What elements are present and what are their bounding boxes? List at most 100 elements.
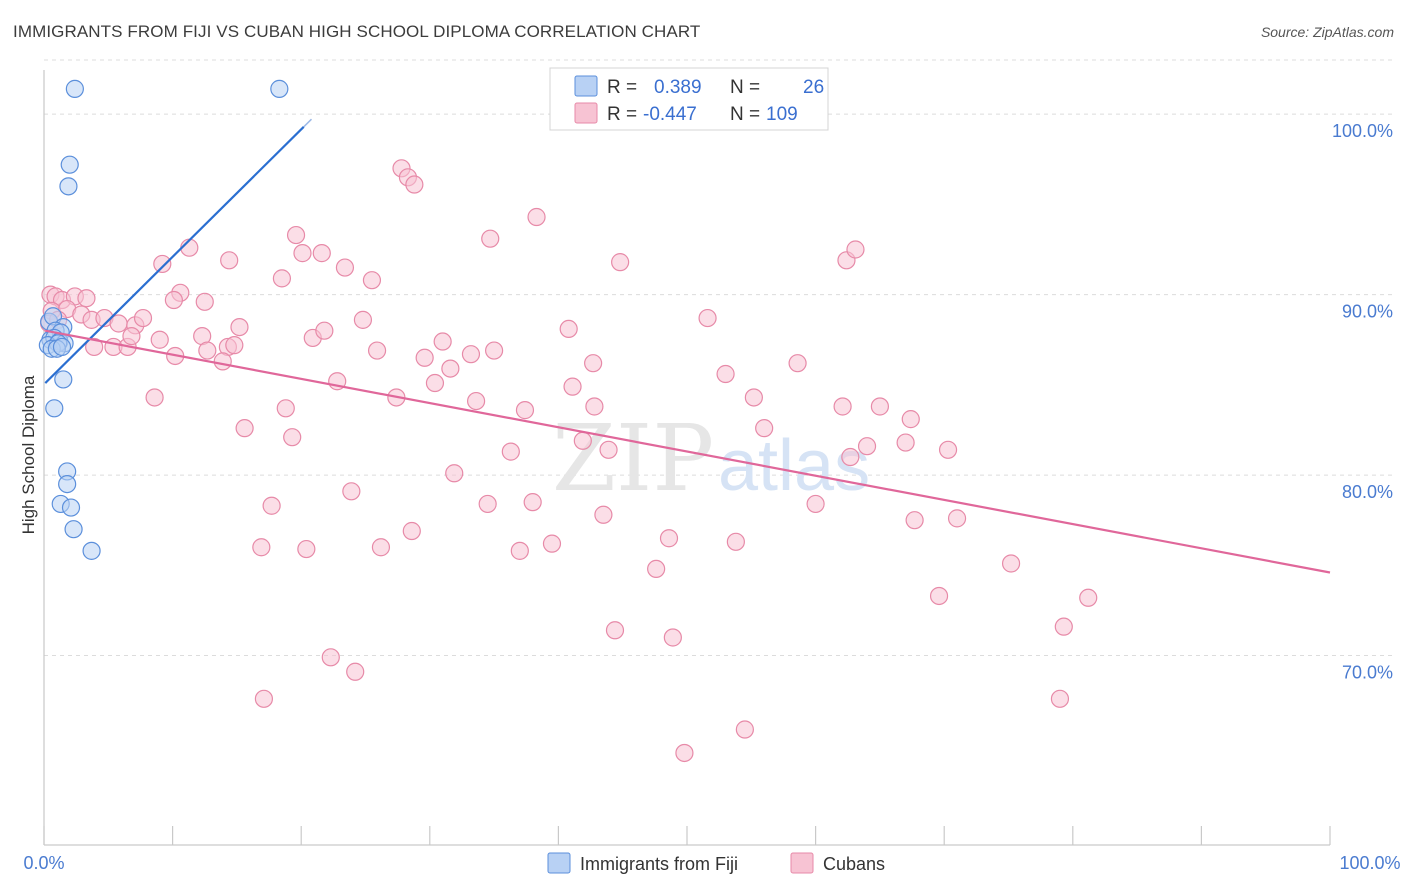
cuba-point: [283, 428, 302, 447]
cuba-point: [122, 327, 141, 346]
cuba-point: [254, 689, 274, 708]
fiji-point: [61, 498, 81, 517]
cuba-point: [947, 509, 967, 528]
cuba-point: [441, 359, 460, 378]
cuba-point: [312, 244, 331, 263]
fiji-point: [52, 337, 72, 357]
cuba-point: [272, 269, 292, 288]
cuba-point: [542, 534, 562, 553]
cuba-point: [527, 207, 546, 227]
cuba-point: [461, 345, 481, 364]
cuba-point: [744, 388, 763, 407]
fiji-point: [270, 79, 289, 98]
cuba-point: [164, 290, 183, 310]
cuba-point: [235, 419, 254, 438]
fiji-point: [65, 79, 84, 98]
fiji-point: [54, 370, 73, 389]
cuba-point: [481, 229, 500, 248]
trend-lines: [44, 118, 1331, 574]
cuba-point: [371, 538, 391, 557]
cuba-point: [286, 225, 306, 245]
fiji-point: [60, 155, 79, 174]
series-fiji: [38, 79, 289, 560]
cuba-n-label: N =: [730, 104, 760, 125]
watermark: ZIP atlas: [552, 405, 870, 512]
fiji-point: [58, 474, 77, 494]
cuba-point: [605, 621, 625, 640]
cuba-point: [901, 410, 920, 429]
cuba-point: [362, 271, 382, 290]
cuba-point: [594, 505, 613, 524]
cuba-point: [870, 397, 890, 416]
cuba-point: [77, 289, 96, 308]
x-axis-ticks: [43, 826, 1331, 845]
cuba-point: [698, 308, 717, 328]
cuba-r-value: -0.447: [643, 104, 697, 125]
cuba-n-value: 109: [766, 104, 798, 125]
fiji-legend-swatch: [574, 75, 598, 97]
y-axis-title: High School Diploma: [19, 375, 38, 534]
fiji-r-value: 0.389: [654, 77, 702, 98]
cuba-point: [647, 559, 666, 579]
cuba-point: [153, 254, 172, 274]
cuba-series-swatch: [790, 852, 814, 874]
cuba-point: [445, 464, 464, 483]
fiji-n-label: N =: [730, 77, 760, 98]
cuba-point: [659, 529, 679, 548]
cuba-point: [262, 496, 281, 515]
cuba-point: [425, 373, 445, 393]
series-cubans: [40, 159, 1098, 763]
fiji-point: [59, 177, 78, 196]
cuba-point: [599, 440, 618, 459]
cuba-point: [559, 319, 578, 338]
cuba-point: [663, 628, 682, 647]
cuba-point: [225, 336, 244, 355]
cuba-point: [585, 397, 604, 416]
cuba-point: [150, 330, 169, 349]
cuba-r-label: R =: [607, 104, 637, 125]
cuba-point: [415, 348, 434, 367]
fiji-r-label: R =: [607, 77, 637, 98]
fiji-point: [45, 399, 64, 418]
cuba-point: [515, 401, 535, 420]
y-tick-label: 100.0%: [1332, 121, 1393, 141]
cuba-point: [611, 253, 630, 272]
cuba-point: [1079, 588, 1098, 607]
cuba-series-label: Cubans: [823, 854, 885, 874]
cuba-trend-line: [45, 329, 1331, 574]
y-axis-tick-labels: 70.0% 80.0% 90.0% 100.0%: [1332, 121, 1393, 682]
cuba-point: [485, 341, 504, 360]
cuba-point: [367, 341, 387, 360]
cuba-point: [220, 251, 239, 270]
x-tick-label-max: 100.0%: [1339, 853, 1400, 873]
cuba-point: [896, 433, 915, 452]
fiji-n-value: 26: [803, 77, 824, 98]
cuba-point: [315, 321, 334, 340]
cuba-point: [716, 364, 735, 384]
watermark-atlas: atlas: [718, 426, 870, 506]
cuba-point: [735, 720, 754, 739]
fiji-trend-extension: [303, 118, 313, 128]
fiji-point: [82, 541, 101, 560]
cuba-point: [213, 352, 232, 371]
chart-title: IMMIGRANTS FROM FIJI VS CUBAN HIGH SCHOO…: [13, 22, 701, 41]
y-tick-label: 90.0%: [1342, 302, 1393, 322]
cuba-point: [938, 440, 958, 459]
cuba-point: [675, 743, 694, 763]
cuba-point: [573, 431, 592, 450]
cuba-point: [841, 447, 860, 467]
cuba-point: [198, 341, 217, 360]
cuba-point: [276, 399, 295, 418]
y-tick-label: 70.0%: [1342, 663, 1393, 683]
cuba-point: [510, 541, 529, 560]
cuba-point: [563, 377, 582, 396]
cuba-point: [346, 662, 365, 681]
cuba-point: [195, 292, 214, 311]
fiji-point: [64, 520, 83, 539]
cuba-point: [523, 493, 542, 512]
cuba-point: [335, 258, 355, 277]
cuba-legend-swatch: [574, 102, 598, 124]
cuba-point: [806, 494, 825, 514]
cuba-point: [297, 539, 316, 559]
cuba-point: [755, 419, 774, 438]
